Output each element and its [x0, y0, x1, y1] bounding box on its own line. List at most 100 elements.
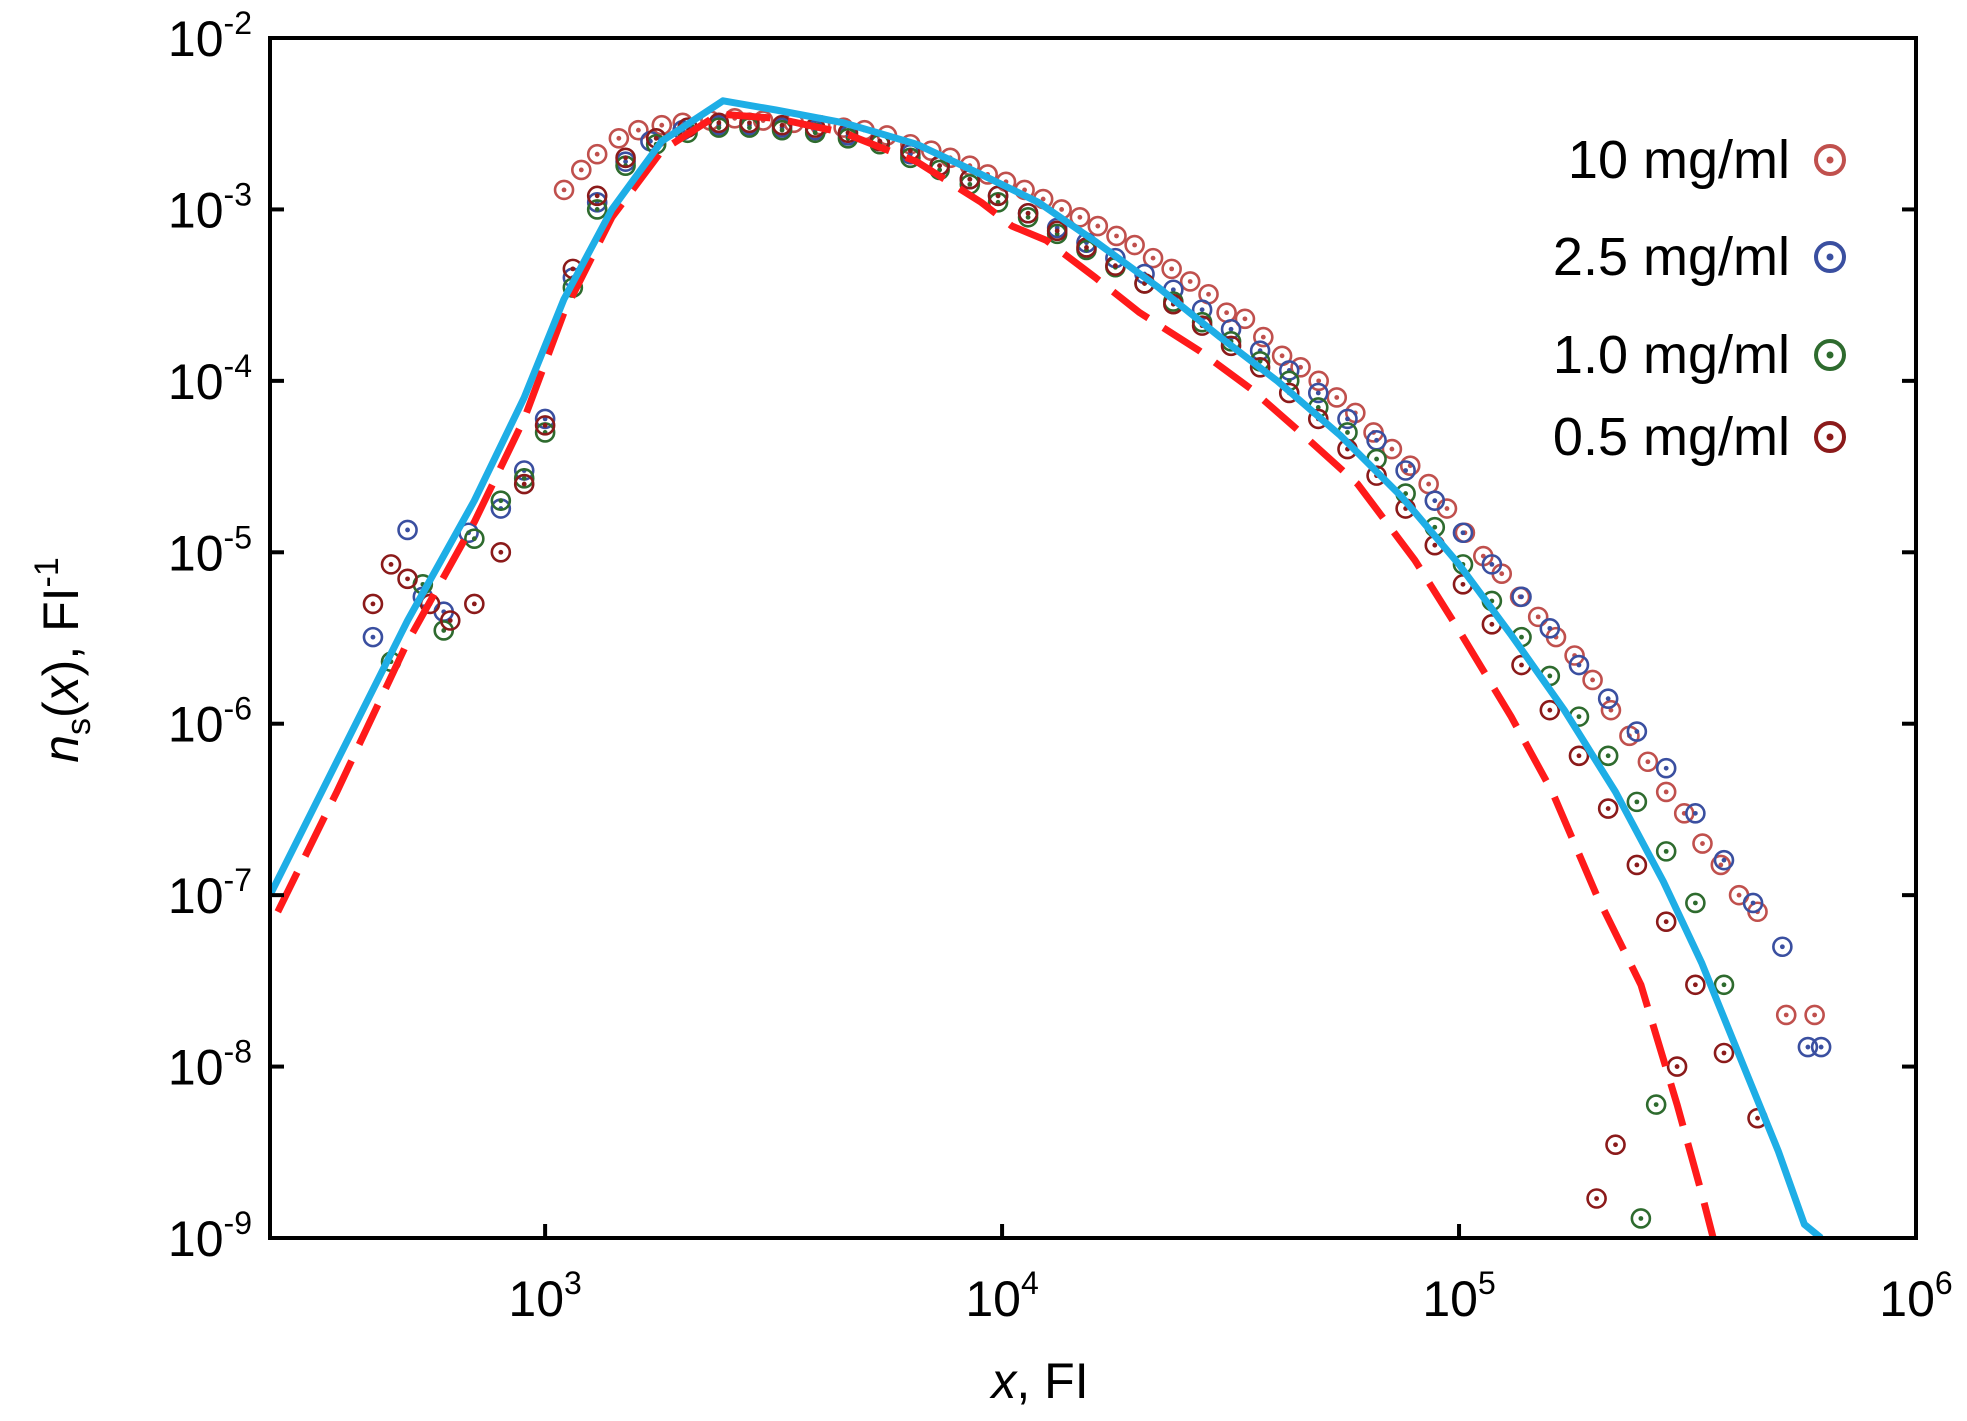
data-point	[362, 593, 384, 615]
data-point	[1597, 745, 1619, 767]
data-point	[1142, 247, 1164, 269]
y-tick-label: 10-4	[168, 348, 252, 410]
y-tick-exp: -6	[224, 691, 252, 727]
fit-line-1	[274, 110, 1717, 1238]
data-point-dot	[521, 475, 527, 481]
data-point-dot	[405, 576, 410, 582]
data-point	[1630, 1208, 1652, 1229]
x-tick-label: 105	[1422, 1265, 1495, 1327]
x-tick-exp: 6	[1935, 1265, 1953, 1301]
data-point	[628, 119, 649, 141]
data-point	[1666, 1056, 1688, 1077]
data-point-dot	[1279, 353, 1285, 359]
x-tick-base: 10	[965, 1271, 1021, 1327]
x-axis-title: x, FI	[989, 1353, 1088, 1409]
data-point	[1772, 936, 1793, 958]
data-point-dot	[623, 155, 628, 161]
data-point-dot	[1663, 789, 1669, 795]
legend-label: 2.5 mg/ml	[1553, 227, 1790, 287]
data-point-dot	[1605, 696, 1611, 702]
data-point-dot	[1718, 862, 1724, 868]
data-point	[1307, 408, 1329, 430]
data-point-dot	[1519, 634, 1524, 640]
data-point	[397, 519, 418, 541]
data-point-dot	[1663, 919, 1669, 925]
data-point	[1626, 721, 1648, 742]
data-point-dot	[877, 138, 883, 144]
data-point	[1069, 206, 1091, 228]
x-tick-label: 106	[1879, 1265, 1952, 1327]
data-point-dot	[521, 481, 527, 487]
data-point-dot	[1022, 187, 1027, 193]
data-point	[397, 568, 418, 590]
y-tick-label: 10-7	[168, 862, 252, 924]
data-point-dot	[747, 125, 752, 131]
data-point-dot	[967, 181, 973, 187]
data-point	[1424, 490, 1446, 511]
x-tick-base: 10	[1422, 1271, 1478, 1327]
data-point	[1308, 370, 1329, 392]
y-tick-base: 10	[168, 525, 224, 581]
data-point-dot	[812, 130, 818, 136]
data-point-dot	[1315, 390, 1321, 396]
data-point-dot	[1547, 707, 1553, 713]
data-point-dot	[1634, 799, 1640, 805]
legend-marker-dot	[1826, 156, 1834, 164]
data-point-dot	[1374, 456, 1379, 462]
data-point-dot	[1170, 287, 1176, 293]
data-point	[490, 541, 512, 563]
x-tick-exp: 3	[564, 1265, 582, 1301]
y-tick-label: 10-3	[168, 176, 252, 238]
data-point	[1087, 215, 1109, 237]
y-axis-title-sup: -1	[28, 557, 66, 587]
data-point	[1568, 654, 1590, 676]
y-tick-base: 10	[168, 697, 224, 753]
data-point	[1220, 318, 1242, 340]
data-point-dot	[1812, 1012, 1818, 1018]
data-point	[1106, 225, 1127, 247]
data-point-dot	[1374, 437, 1379, 443]
data-point-dot	[498, 498, 504, 504]
x-tick-label: 103	[508, 1265, 581, 1327]
data-point-dot	[1674, 1064, 1680, 1069]
y-tick-label: 10-6	[168, 691, 252, 753]
y-tick-base: 10	[168, 11, 224, 67]
legend-marker-dot	[1826, 253, 1834, 261]
legend-marker-dot	[1826, 351, 1834, 359]
x-tick-exp: 4	[1021, 1265, 1039, 1301]
y-tick-exp: -9	[224, 1205, 252, 1241]
data-point	[651, 114, 673, 136]
legend-label: 1.0 mg/ml	[1553, 325, 1790, 385]
y-axis-title-arg: x	[33, 674, 89, 703]
data-point	[1399, 455, 1421, 476]
y-tick-base: 10	[168, 1211, 224, 1267]
y-tick-exp: -5	[224, 519, 252, 555]
data-point-dot	[1040, 196, 1046, 202]
data-point	[1568, 745, 1590, 767]
data-point	[1605, 1134, 1626, 1156]
data-point	[1797, 1036, 1819, 1058]
y-tick-label: 10-5	[168, 519, 252, 581]
data-point	[1381, 438, 1403, 460]
data-point-dot	[498, 549, 504, 555]
data-point-dot	[1169, 266, 1175, 272]
data-point-dot	[1608, 707, 1614, 713]
legend-label: 0.5 mg/ml	[1553, 407, 1790, 467]
data-point	[513, 468, 535, 489]
data-point-dot	[1460, 581, 1466, 587]
axis-ticks	[270, 36, 1918, 1240]
plot-frame	[268, 36, 1918, 1240]
x-tick-base: 10	[508, 1271, 564, 1327]
legend-marker	[1814, 339, 1846, 371]
data-point-dot	[561, 187, 567, 193]
data-point-dot	[542, 422, 548, 428]
data-marks	[270, 97, 1832, 1238]
data-point-dot	[623, 159, 628, 165]
data-point-dot	[937, 163, 943, 169]
data-point-dot	[1692, 900, 1698, 906]
data-point	[1626, 791, 1648, 813]
y-axis-title-sub: s	[60, 718, 98, 735]
data-point-dot	[635, 127, 641, 133]
data-point-dot	[1084, 245, 1089, 250]
